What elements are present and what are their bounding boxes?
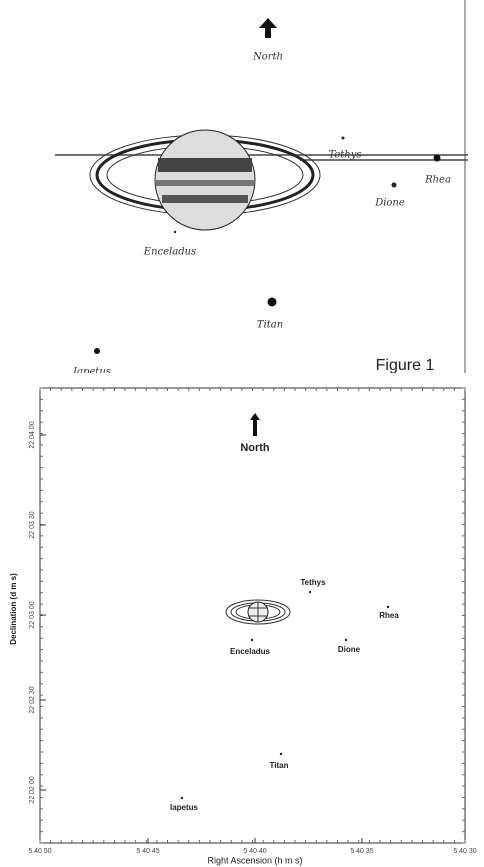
moon [342,137,345,140]
plot: North Declination (d m s) Right Ascensio… [9,388,477,865]
moon [251,639,253,641]
north-arrow [250,413,260,436]
x-tick-label: 5 40 30 [453,848,476,855]
x-tick-label: 5 40 35 [350,848,373,855]
moon-label: Tethys [300,578,326,587]
moon [94,348,100,354]
north-label: North [252,52,283,63]
x-tick-label: 5 40 50 [28,848,51,855]
moon [174,231,176,233]
moon [280,753,282,755]
x-tick-label: 5 40 40 [243,848,266,855]
moon-label: Titan [270,761,289,770]
y-tick-label: 22 04 00 [29,421,36,448]
x-axis-label: Right Ascension (h m s) [207,855,302,865]
moon-label: Rhea [379,611,399,620]
y-tick-label: 22 03 00 [29,601,36,628]
moon-label: Titan [257,320,283,331]
moon [181,797,183,799]
page: North Tethys Rhea Dione Enceladus Titan … [0,0,484,867]
divider [0,373,484,379]
caption: Figure 1 [376,357,435,374]
moon [387,606,389,608]
moon-label: Dione [374,198,405,209]
moon-label: Tethys [328,150,361,161]
moon-label: Dione [338,645,361,654]
x-tick-label: 5 40 45 [136,848,159,855]
band [162,195,248,203]
sketch: North Tethys Rhea Dione Enceladus Titan … [55,0,468,378]
y-tick-label: 22 02 00 [29,776,36,803]
band [158,158,252,172]
north-arrow [259,18,277,38]
y-tick-label: 22 03 30 [29,511,36,538]
moon-label: Enceladus [230,647,271,656]
moon [434,155,441,162]
moon [392,183,397,188]
y-tick-label: 22 02 30 [29,686,36,713]
north-label: North [240,442,270,454]
moon-label: Rhea [424,175,451,186]
moon [345,639,347,641]
moon [309,591,311,593]
moon-label: Iapetus [170,803,199,812]
moon-label: Enceladus [143,247,196,258]
moon [268,298,277,307]
y-axis-label: Declination (d m s) [9,573,18,645]
band [156,180,254,186]
